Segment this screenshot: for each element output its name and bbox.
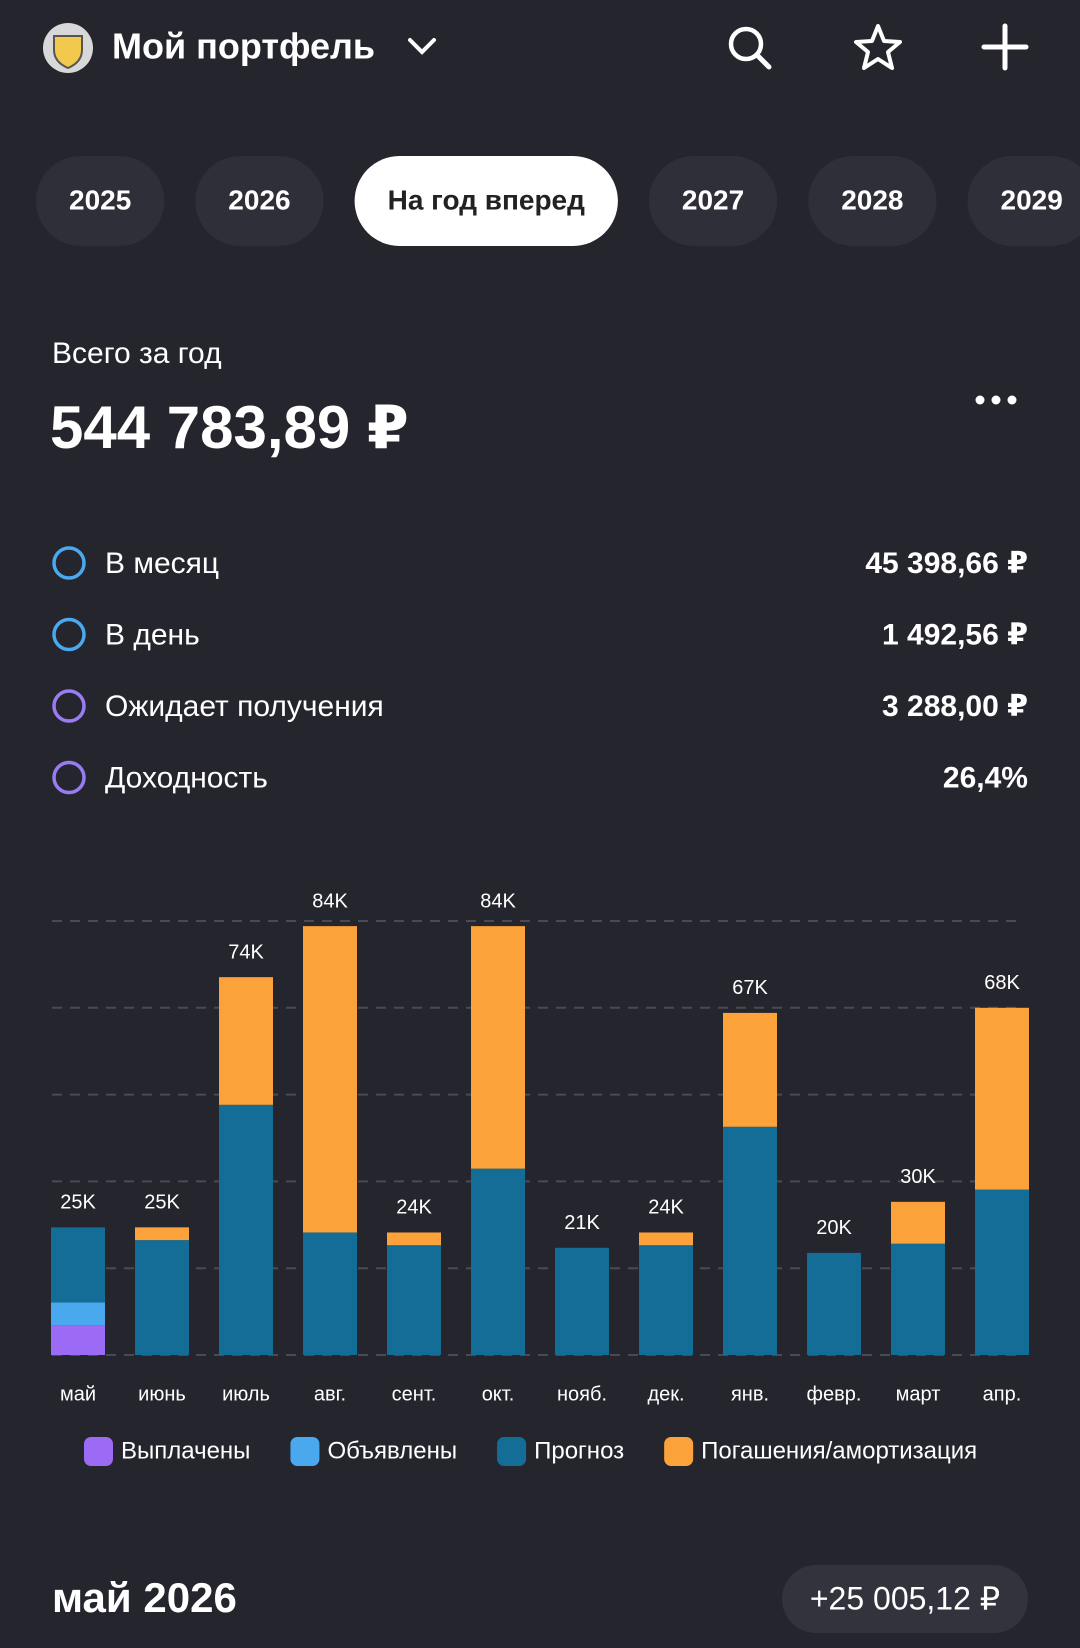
tab-label[interactable]: На год вперед bbox=[388, 184, 586, 215]
tab[interactable] bbox=[648, 156, 778, 246]
total-label: 21K bbox=[564, 1212, 600, 1234]
bar-segment bbox=[639, 1232, 693, 1246]
stat-value: 1 492,56 ₽ bbox=[882, 618, 1028, 651]
stat-value: 3 288,00 ₽ bbox=[882, 690, 1028, 723]
total-label: 30K bbox=[900, 1166, 936, 1188]
bar-segment bbox=[51, 1302, 105, 1326]
x-tick-label: окт. bbox=[482, 1383, 515, 1405]
bar-segment bbox=[387, 1245, 441, 1355]
stat-value: 45 398,66 ₽ bbox=[865, 547, 1028, 580]
total-label: 68K bbox=[984, 972, 1020, 994]
total-label: 25K bbox=[60, 1192, 96, 1214]
bar-segment bbox=[975, 1189, 1029, 1355]
logo[interactable] bbox=[43, 23, 93, 73]
search-button[interactable] bbox=[728, 26, 772, 70]
legend-swatch bbox=[497, 1437, 527, 1466]
x-tick-label: авг. bbox=[314, 1383, 346, 1405]
bar-segment bbox=[639, 1245, 693, 1355]
stat-marker bbox=[52, 689, 86, 723]
dropdown-chevron[interactable] bbox=[408, 38, 436, 55]
total-label: 24K bbox=[648, 1197, 684, 1219]
legend-label: Выплачены bbox=[121, 1437, 250, 1464]
legend-label: Прогноз bbox=[534, 1437, 624, 1464]
bar-segment bbox=[471, 1168, 525, 1355]
x-tick-label: июнь bbox=[138, 1383, 186, 1405]
x-tick-label: март bbox=[896, 1383, 941, 1405]
bar-segment bbox=[723, 1126, 777, 1355]
summary-label: Всего за год bbox=[52, 337, 222, 370]
bar-segment bbox=[975, 1007, 1029, 1190]
logo-shield bbox=[53, 35, 83, 70]
bar-segment bbox=[387, 1232, 441, 1246]
total-label: 84K bbox=[480, 890, 516, 912]
summary-total: 544 783,89 ₽ bbox=[50, 394, 409, 461]
bar-segment bbox=[135, 1227, 189, 1241]
stats-list: В месяц 45 398,66 ₽ В день 1 492,56 ₽ Ожидае… bbox=[52, 546, 1028, 795]
x-tick-label: янв. bbox=[731, 1383, 769, 1405]
tab-label[interactable]: 2025 bbox=[69, 184, 131, 215]
bar-segment bbox=[135, 1240, 189, 1355]
tab-label[interactable]: 2026 bbox=[228, 184, 290, 215]
total-label: 74K bbox=[228, 941, 264, 963]
amount-pill bbox=[782, 1565, 1028, 1633]
total-label: 25K bbox=[144, 1192, 180, 1214]
x-tick-label: нояб. bbox=[557, 1383, 607, 1405]
tab[interactable] bbox=[808, 156, 937, 246]
bar-segment bbox=[51, 1227, 105, 1303]
favorite-button[interactable] bbox=[854, 24, 902, 70]
bar-segment bbox=[219, 1104, 273, 1355]
stat-label: Ожидает получения bbox=[105, 690, 384, 723]
tab[interactable] bbox=[967, 156, 1080, 246]
x-tick-label: сент. bbox=[392, 1383, 437, 1405]
bar-segment bbox=[51, 1325, 105, 1355]
stat-label: В день bbox=[105, 618, 200, 651]
bar-segment bbox=[555, 1247, 609, 1355]
tab-label[interactable]: 2028 bbox=[841, 184, 903, 215]
stat-label: Доходность bbox=[105, 761, 268, 794]
x-tick-label: май bbox=[60, 1383, 96, 1405]
legend-label: Объявлены bbox=[327, 1437, 457, 1464]
bar-segment bbox=[219, 977, 273, 1105]
bar-segment bbox=[723, 1012, 777, 1127]
total-label: 20K bbox=[816, 1217, 852, 1239]
stat-value: 26,4% bbox=[943, 761, 1028, 794]
bar-segment bbox=[891, 1201, 945, 1244]
tab-label[interactable]: 2027 bbox=[682, 184, 744, 215]
legend-swatch bbox=[290, 1437, 320, 1466]
bar-segment bbox=[891, 1243, 945, 1355]
legend-swatch bbox=[664, 1437, 694, 1466]
x-tick-label: июль bbox=[222, 1383, 270, 1405]
tab[interactable] bbox=[354, 156, 618, 246]
bar-segment bbox=[471, 926, 525, 1169]
footer-amount: +25 005,12 ₽ bbox=[810, 1580, 1000, 1616]
add-button[interactable] bbox=[981, 23, 1029, 71]
x-tick-label: апр. bbox=[983, 1383, 1022, 1405]
stat-marker bbox=[52, 760, 86, 795]
total-label: 67K bbox=[732, 977, 768, 999]
stat-label: В месяц bbox=[105, 547, 219, 580]
more-button[interactable] bbox=[975, 395, 1017, 405]
tab[interactable] bbox=[36, 156, 165, 246]
header-title[interactable]: Мой портфель bbox=[112, 26, 375, 67]
bar-segment bbox=[807, 1252, 861, 1355]
tab[interactable] bbox=[195, 156, 324, 246]
x-tick-label: февр. bbox=[807, 1383, 862, 1405]
footer-period: май 2026 bbox=[52, 1574, 237, 1621]
tab-bar: 2025 2026 На год вперед 2027 2028 2029 bbox=[36, 156, 1080, 246]
bar-segment bbox=[303, 1232, 357, 1355]
total-label: 84K bbox=[312, 890, 348, 912]
bar-segment bbox=[303, 926, 357, 1233]
legend-swatch bbox=[84, 1437, 113, 1466]
total-label: 24K bbox=[396, 1197, 432, 1219]
tab-label[interactable]: 2029 bbox=[1001, 184, 1063, 215]
legend-label: Погашения/амортизация bbox=[701, 1437, 977, 1464]
chart: 25K май 25K июнь 74K июль 84K авг. 24K сент. 84K ок… bbox=[51, 890, 1029, 1466]
x-tick-label: дек. bbox=[647, 1383, 684, 1405]
stat-marker bbox=[52, 617, 86, 652]
stat-marker bbox=[52, 546, 86, 580]
